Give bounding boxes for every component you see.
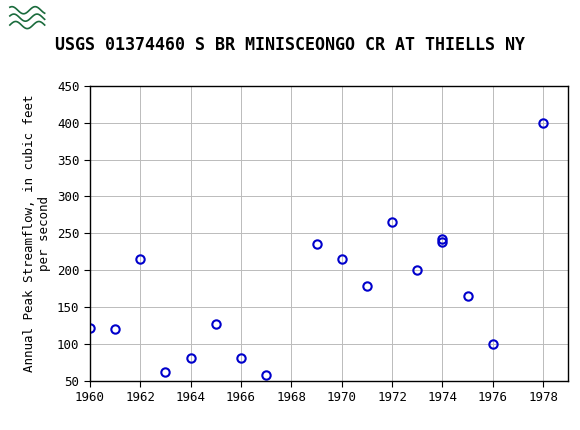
Y-axis label: Annual Peak Streamflow, in cubic feet
per second: Annual Peak Streamflow, in cubic feet pe…: [23, 95, 52, 372]
FancyBboxPatch shape: [7, 3, 48, 32]
Text: USGS 01374460 S BR MINISCEONGO CR AT THIELLS NY: USGS 01374460 S BR MINISCEONGO CR AT THI…: [55, 36, 525, 54]
Text: USGS: USGS: [55, 8, 119, 28]
